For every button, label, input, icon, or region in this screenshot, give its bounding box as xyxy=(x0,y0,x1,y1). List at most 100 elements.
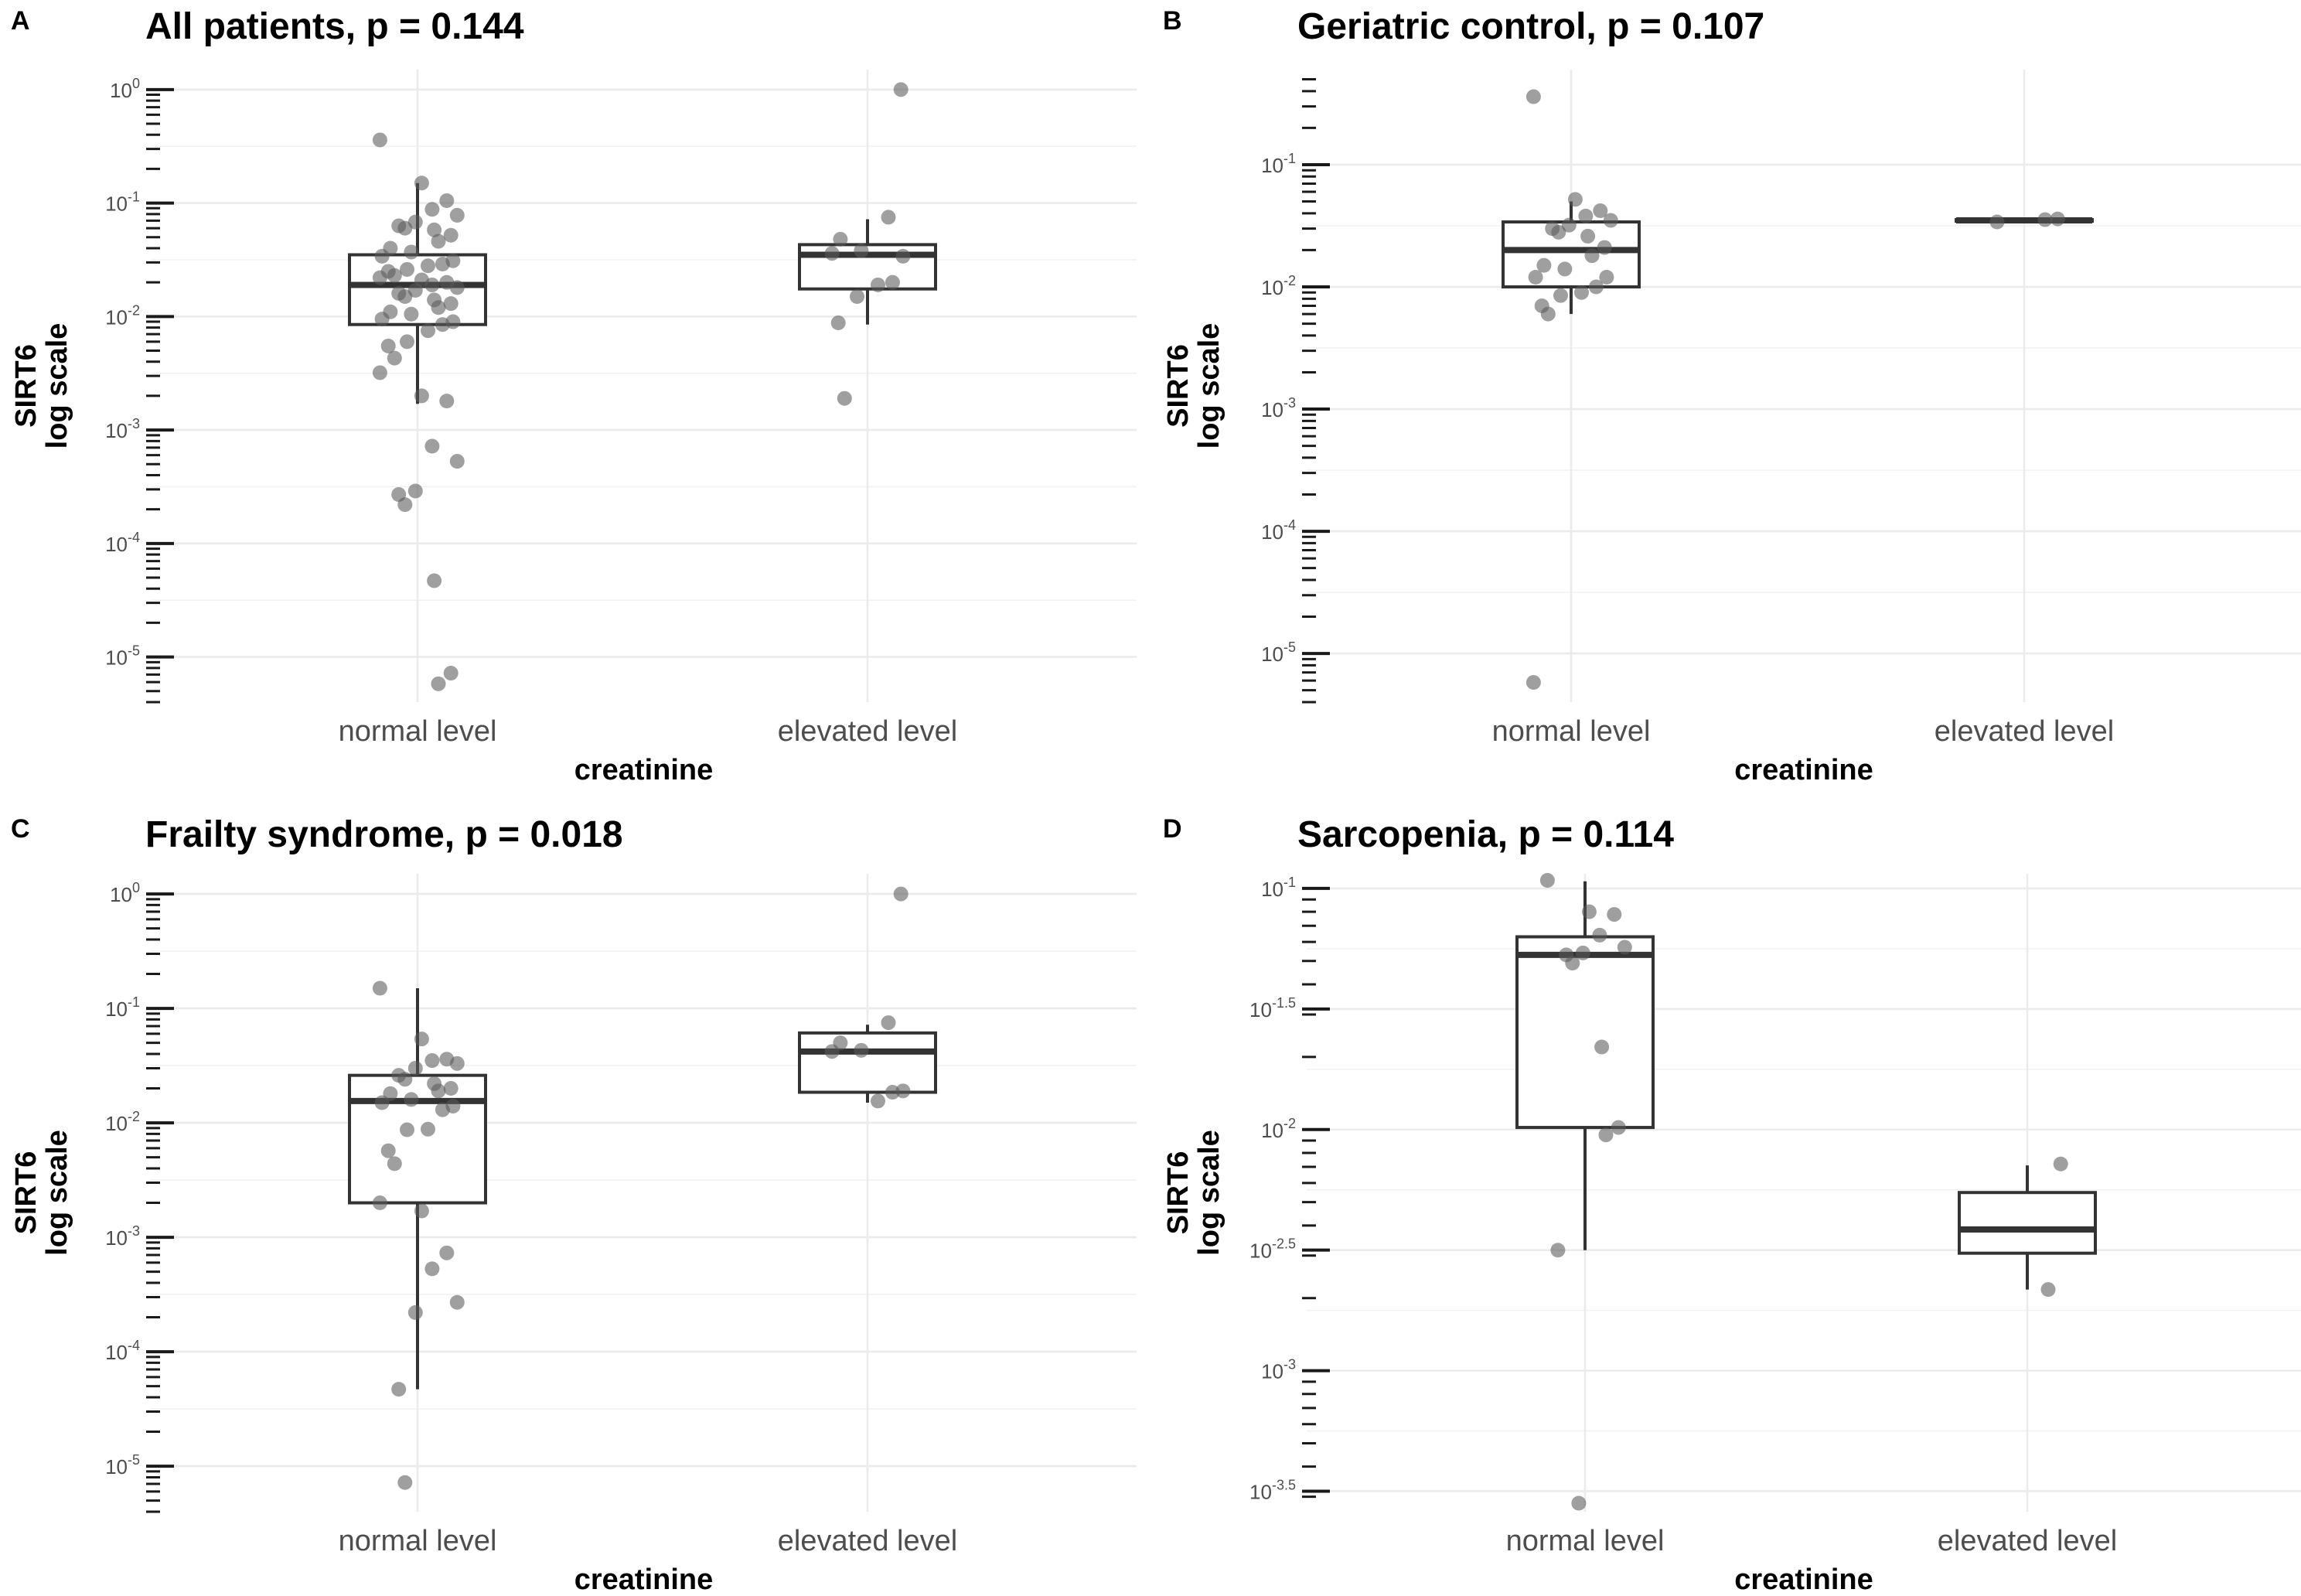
data-point xyxy=(414,176,429,191)
y-tick-exponent: -2.5 xyxy=(1272,1236,1296,1252)
data-point xyxy=(885,1085,900,1100)
y-tick-exponent: 0 xyxy=(132,880,140,895)
y-tick-exponent: -4 xyxy=(128,530,140,545)
box-0 xyxy=(348,1073,487,1205)
y-tick-label: 10-1.5 xyxy=(1249,995,1296,1021)
data-point xyxy=(435,317,450,332)
data-point xyxy=(439,193,455,208)
box-0 xyxy=(1515,935,1655,1130)
y-tick-base: 10 xyxy=(105,646,128,670)
y-tick-base: 10 xyxy=(1261,878,1283,901)
y-tick-exponent: 0 xyxy=(132,76,140,91)
y-tick-label: 100 xyxy=(110,76,140,102)
y-axis-title-line: log scale xyxy=(41,1130,73,1256)
y-tick-base: 10 xyxy=(105,1341,128,1364)
data-point xyxy=(435,256,450,271)
data-point xyxy=(1989,214,2005,230)
y-tick-label: 10-2 xyxy=(105,1109,140,1135)
x-tick-label: normal level xyxy=(339,715,497,748)
data-point xyxy=(421,323,435,339)
data-point xyxy=(435,1102,450,1117)
data-point xyxy=(449,1294,465,1310)
data-point xyxy=(850,289,864,305)
x-tick-label: normal level xyxy=(339,1525,497,1557)
x-tick-label: normal level xyxy=(1506,1525,1665,1557)
data-point xyxy=(2050,211,2065,227)
data-point xyxy=(1599,269,1614,285)
y-tick-exponent: -5 xyxy=(128,643,140,659)
data-point xyxy=(424,438,440,454)
data-point xyxy=(1597,240,1612,255)
y-tick-label: 10-2 xyxy=(105,302,140,329)
data-point xyxy=(443,1081,458,1096)
y-tick-base: 10 xyxy=(1249,1240,1272,1263)
x-tick-label: normal level xyxy=(1492,715,1651,748)
data-point xyxy=(407,1060,423,1076)
x-axis-title: creatinine xyxy=(1734,754,1873,786)
y-axis-title: SIRT6log scale xyxy=(1162,323,1225,449)
y-tick-exponent: -3 xyxy=(1283,1357,1296,1373)
data-point xyxy=(424,1261,440,1277)
y-tick-base: 10 xyxy=(1261,154,1283,177)
y-tick-label: 10-2 xyxy=(1261,273,1296,299)
panel-title: Geriatric control, p = 0.107 xyxy=(1297,6,1764,47)
data-point xyxy=(397,1475,413,1490)
y-tick-base: 10 xyxy=(105,1112,128,1135)
data-point xyxy=(1528,269,1543,285)
y-tick-label: 10-3.5 xyxy=(1249,1477,1296,1503)
data-point xyxy=(1567,192,1583,207)
y-tick-exponent: -2 xyxy=(1283,1116,1296,1131)
y-tick-label: 10-1 xyxy=(1261,875,1296,901)
data-point xyxy=(1574,285,1589,300)
data-point xyxy=(833,231,848,247)
panel-title: All patients, p = 0.144 xyxy=(145,6,524,47)
y-tick-base: 10 xyxy=(105,193,128,216)
data-point xyxy=(1598,1127,1614,1143)
data-point xyxy=(1525,674,1541,690)
box-1 xyxy=(798,1031,937,1094)
data-point xyxy=(421,1121,435,1137)
data-point xyxy=(404,306,419,322)
y-axis-title: SIRT6log scale xyxy=(10,323,73,449)
data-point xyxy=(1557,261,1573,277)
x-tick-label: elevated level xyxy=(1935,715,2114,748)
y-axis-title: SIRT6log scale xyxy=(1162,1130,1225,1256)
y-axis-title-line: log scale xyxy=(1193,323,1225,449)
data-point xyxy=(1539,873,1555,888)
y-tick-base: 10 xyxy=(1249,998,1272,1021)
x-axis-title: creatinine xyxy=(1734,1564,1873,1596)
y-tick-exponent: -4 xyxy=(1283,517,1296,533)
data-point xyxy=(439,1245,455,1260)
y-tick-base: 10 xyxy=(105,533,128,556)
x-axis-title: creatinine xyxy=(574,1564,714,1596)
panel-title: Frailty syndrome, p = 0.018 xyxy=(145,814,623,855)
data-point xyxy=(1525,89,1541,104)
data-point xyxy=(443,296,458,312)
data-point xyxy=(1551,224,1566,240)
box-1 xyxy=(1958,1191,2097,1255)
data-point xyxy=(427,573,442,588)
data-point xyxy=(407,483,423,499)
data-point xyxy=(1588,279,1604,295)
y-tick-exponent: -3 xyxy=(128,416,140,431)
data-point xyxy=(397,289,413,305)
data-point xyxy=(871,1093,885,1109)
y-tick-exponent: -2 xyxy=(128,302,140,318)
panel-letter: C xyxy=(11,814,30,844)
y-tick-label: 10-4 xyxy=(1261,517,1296,544)
y-axis-title-line: log scale xyxy=(1193,1130,1225,1256)
data-point xyxy=(427,222,442,237)
y-tick-label: 10-1 xyxy=(1261,151,1296,177)
data-point xyxy=(421,258,435,274)
panel-title: Sarcopenia, p = 0.114 xyxy=(1297,814,1674,855)
y-tick-label: 100 xyxy=(110,880,140,906)
y-axis-title: SIRT6log scale xyxy=(10,1130,73,1256)
data-point xyxy=(400,261,414,277)
data-point xyxy=(431,1083,446,1099)
data-point xyxy=(1550,1243,1566,1258)
data-point xyxy=(431,676,446,691)
data-point xyxy=(1536,257,1552,273)
